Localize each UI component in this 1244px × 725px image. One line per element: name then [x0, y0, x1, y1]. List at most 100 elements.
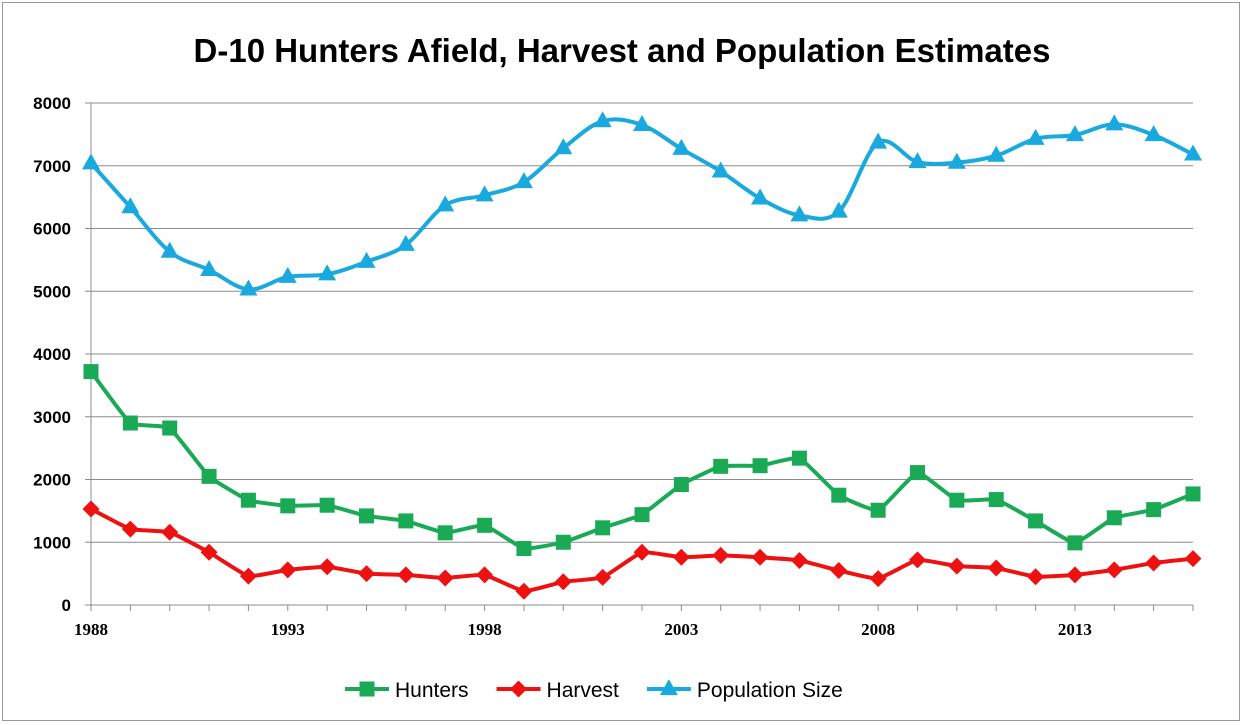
x-axis-tick-labels: 1988 1993 1998 2003 2008 2013 [74, 620, 1092, 639]
legend-marker [359, 681, 375, 697]
data-point [594, 568, 612, 586]
data-point [988, 492, 1004, 508]
data-point [475, 185, 494, 202]
series-hunters [83, 364, 1201, 557]
y-tick-label: 8000 [33, 94, 71, 113]
chart-title: D-10 Hunters Afield, Harvest and Populat… [194, 32, 1051, 69]
y-tick-label: 7000 [33, 157, 71, 176]
y-tick-label: 4000 [33, 345, 71, 364]
data-point [633, 543, 651, 561]
data-point [633, 115, 651, 132]
data-point [987, 559, 1005, 577]
data-point [1066, 566, 1084, 584]
data-point [516, 541, 532, 557]
data-point [278, 266, 297, 283]
y-tick-label: 0 [62, 596, 71, 615]
data-point [752, 458, 768, 474]
data-point [436, 569, 454, 587]
data-point [829, 201, 848, 218]
data-point [201, 468, 217, 484]
data-point [1184, 550, 1202, 568]
legend-marker [510, 680, 528, 698]
data-point [1105, 561, 1123, 579]
y-tick-label: 2000 [33, 471, 71, 490]
data-point [280, 498, 296, 514]
data-point [910, 465, 925, 481]
x-tick-label: 1988 [74, 620, 108, 639]
data-point [908, 152, 927, 169]
data-point [751, 188, 770, 205]
data-point [672, 548, 690, 566]
data-point [751, 548, 769, 566]
data-point [82, 500, 100, 518]
legend: Hunters Harvest Population Size [345, 679, 843, 702]
data-point [948, 557, 966, 575]
data-point [1067, 535, 1083, 551]
data-point [634, 507, 650, 523]
data-point [318, 558, 336, 576]
data-point [319, 497, 335, 513]
y-tick-label: 6000 [33, 220, 71, 239]
y-tick-label: 5000 [33, 282, 71, 301]
data-point [514, 172, 533, 189]
data-point [162, 420, 178, 436]
data-point [831, 487, 847, 503]
data-point [200, 259, 219, 276]
data-point [358, 565, 375, 583]
data-point [397, 566, 415, 584]
data-point [1185, 486, 1201, 502]
y-tick-label: 1000 [33, 533, 71, 552]
data-point [1106, 510, 1122, 526]
legend-label: Harvest [547, 679, 620, 702]
data-point [121, 520, 139, 538]
data-point [790, 551, 808, 569]
data-point [239, 567, 257, 585]
x-tick-label: 2008 [861, 620, 895, 639]
data-point [436, 195, 455, 212]
data-point [1145, 554, 1163, 572]
data-point [240, 492, 256, 508]
x-tick-label: 2003 [664, 620, 698, 639]
data-point [909, 551, 926, 569]
x-tick-label: 2013 [1058, 620, 1092, 639]
y-axis-tick-labels: 0 1000 2000 3000 4000 5000 6000 7000 8000 [33, 94, 71, 615]
data-point [357, 251, 376, 268]
data-point [869, 570, 887, 588]
y-tick-label: 3000 [33, 408, 71, 427]
data-point [160, 241, 179, 258]
legend-label: Hunters [395, 679, 469, 702]
x-tick-label: 1993 [271, 620, 305, 639]
legend-item-hunters: Hunters [345, 679, 469, 702]
data-point [437, 525, 453, 541]
data-point [122, 415, 138, 431]
data-point [947, 152, 966, 169]
data-point [554, 573, 572, 591]
data-point [1026, 128, 1045, 145]
x-tick-label: 1998 [468, 620, 502, 639]
data-point [712, 546, 730, 564]
data-point [949, 492, 965, 508]
series-group [82, 111, 1202, 600]
data-point [161, 523, 179, 541]
series-population-size [82, 111, 1202, 296]
data-point [1184, 144, 1202, 161]
data-point [1105, 114, 1124, 131]
axes [85, 102, 1194, 611]
data-point [987, 145, 1006, 162]
data-point [791, 450, 807, 466]
data-point [476, 566, 494, 584]
data-point [1146, 502, 1162, 518]
data-point [396, 234, 415, 251]
data-point [318, 264, 337, 281]
data-point [477, 517, 493, 533]
series-line [89, 117, 1194, 292]
data-point [82, 153, 100, 170]
data-point [1028, 513, 1044, 529]
data-point [870, 502, 886, 518]
legend-label: Population Size [697, 679, 843, 702]
data-point [672, 138, 691, 155]
data-point [593, 111, 612, 128]
data-point [555, 534, 571, 550]
data-point [673, 477, 689, 493]
